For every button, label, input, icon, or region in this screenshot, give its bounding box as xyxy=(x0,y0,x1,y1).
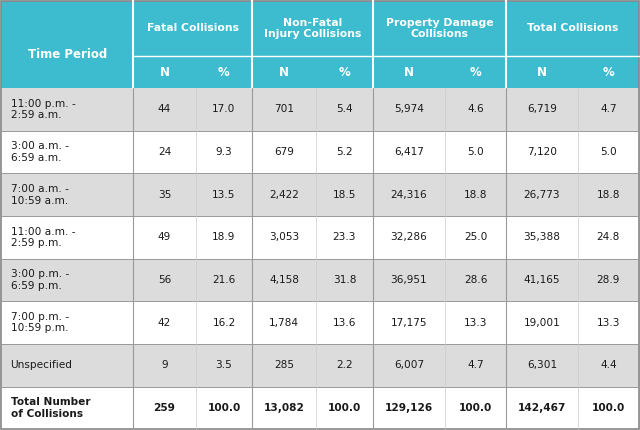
Bar xyxy=(1,131,639,173)
Text: 24: 24 xyxy=(158,147,171,157)
Text: 3:00 a.m. -
6:59 a.m.: 3:00 a.m. - 6:59 a.m. xyxy=(10,141,68,163)
Text: N: N xyxy=(537,65,547,79)
Text: 100.0: 100.0 xyxy=(592,403,625,413)
Text: 21.6: 21.6 xyxy=(212,275,236,285)
Text: 142,467: 142,467 xyxy=(518,403,566,413)
Text: 6,719: 6,719 xyxy=(527,104,557,114)
Text: 7:00 a.m. -
10:59 a.m.: 7:00 a.m. - 10:59 a.m. xyxy=(10,184,68,206)
Text: N: N xyxy=(279,65,289,79)
Bar xyxy=(1,88,639,131)
Text: 2,422: 2,422 xyxy=(269,190,299,200)
Text: N: N xyxy=(159,65,170,79)
Text: 31.8: 31.8 xyxy=(333,275,356,285)
Text: Total Collisions: Total Collisions xyxy=(527,23,618,34)
Text: 16.2: 16.2 xyxy=(212,318,236,328)
Text: 6,007: 6,007 xyxy=(394,360,424,370)
Text: 259: 259 xyxy=(154,403,175,413)
Text: 18.8: 18.8 xyxy=(464,190,487,200)
Text: 5.2: 5.2 xyxy=(336,147,353,157)
Text: Property Damage
Collisions: Property Damage Collisions xyxy=(385,18,493,39)
Text: 9: 9 xyxy=(161,360,168,370)
Text: 17.0: 17.0 xyxy=(212,104,236,114)
Text: 28.9: 28.9 xyxy=(596,275,620,285)
Text: %: % xyxy=(602,65,614,79)
Text: 18.9: 18.9 xyxy=(212,232,236,243)
Text: 100.0: 100.0 xyxy=(459,403,492,413)
Text: 3.5: 3.5 xyxy=(216,360,232,370)
Text: 13,082: 13,082 xyxy=(264,403,305,413)
Text: 285: 285 xyxy=(275,360,294,370)
Text: 32,286: 32,286 xyxy=(390,232,428,243)
Text: 7,120: 7,120 xyxy=(527,147,557,157)
Text: 100.0: 100.0 xyxy=(207,403,241,413)
Text: 4.6: 4.6 xyxy=(467,104,484,114)
Text: %: % xyxy=(470,65,481,79)
Text: 36,951: 36,951 xyxy=(390,275,428,285)
Text: Time Period: Time Period xyxy=(28,49,107,61)
Text: 24.8: 24.8 xyxy=(596,232,620,243)
Text: 25.0: 25.0 xyxy=(464,232,487,243)
Text: 129,126: 129,126 xyxy=(385,403,433,413)
Text: 19,001: 19,001 xyxy=(524,318,560,328)
Text: 5.4: 5.4 xyxy=(336,104,353,114)
Text: 3,053: 3,053 xyxy=(269,232,300,243)
Text: 5,974: 5,974 xyxy=(394,104,424,114)
Bar xyxy=(1,259,639,301)
Text: 6,417: 6,417 xyxy=(394,147,424,157)
Text: 9.3: 9.3 xyxy=(216,147,232,157)
Bar xyxy=(1,1,639,88)
Text: 35,388: 35,388 xyxy=(524,232,561,243)
Text: 13.3: 13.3 xyxy=(464,318,487,328)
Text: 11:00 a.m. -
2:59 p.m.: 11:00 a.m. - 2:59 p.m. xyxy=(10,227,75,248)
Text: N: N xyxy=(404,65,414,79)
Text: 24,316: 24,316 xyxy=(390,190,428,200)
Text: 5.0: 5.0 xyxy=(600,147,617,157)
Text: 1,784: 1,784 xyxy=(269,318,300,328)
Text: Total Number
of Collisions: Total Number of Collisions xyxy=(10,397,90,419)
Text: 701: 701 xyxy=(275,104,294,114)
Text: 26,773: 26,773 xyxy=(524,190,560,200)
Text: 4.4: 4.4 xyxy=(600,360,617,370)
Text: 17,175: 17,175 xyxy=(391,318,428,328)
Text: %: % xyxy=(339,65,350,79)
Text: 7:00 p.m. -
10:59 p.m.: 7:00 p.m. - 10:59 p.m. xyxy=(10,312,68,333)
Text: 4.7: 4.7 xyxy=(467,360,484,370)
Text: 3:00 p.m. -
6:59 p.m.: 3:00 p.m. - 6:59 p.m. xyxy=(10,269,68,291)
Text: 13.3: 13.3 xyxy=(596,318,620,328)
Bar xyxy=(1,344,639,387)
Text: 11:00 p.m. -
2:59 a.m.: 11:00 p.m. - 2:59 a.m. xyxy=(10,98,76,120)
Text: 41,165: 41,165 xyxy=(524,275,560,285)
Text: 44: 44 xyxy=(158,104,171,114)
Text: 18.8: 18.8 xyxy=(596,190,620,200)
Text: 679: 679 xyxy=(275,147,294,157)
Text: 56: 56 xyxy=(158,275,171,285)
Bar xyxy=(1,216,639,258)
Text: 28.6: 28.6 xyxy=(464,275,487,285)
Text: 13.5: 13.5 xyxy=(212,190,236,200)
Text: 49: 49 xyxy=(158,232,171,243)
Text: 13.6: 13.6 xyxy=(333,318,356,328)
Text: 23.3: 23.3 xyxy=(333,232,356,243)
Text: Unspecified: Unspecified xyxy=(10,360,72,370)
Text: 5.0: 5.0 xyxy=(467,147,484,157)
Bar xyxy=(1,387,639,429)
Text: 2.2: 2.2 xyxy=(336,360,353,370)
Text: %: % xyxy=(218,65,230,79)
Bar xyxy=(1,173,639,216)
Text: 4.7: 4.7 xyxy=(600,104,617,114)
Text: 18.5: 18.5 xyxy=(333,190,356,200)
Text: 4,158: 4,158 xyxy=(269,275,300,285)
Text: 35: 35 xyxy=(158,190,172,200)
Text: 6,301: 6,301 xyxy=(527,360,557,370)
Text: Fatal Collisions: Fatal Collisions xyxy=(147,23,239,34)
Text: Non-Fatal
Injury Collisions: Non-Fatal Injury Collisions xyxy=(264,18,362,39)
Text: 42: 42 xyxy=(158,318,171,328)
Bar xyxy=(1,301,639,344)
Text: 100.0: 100.0 xyxy=(328,403,361,413)
